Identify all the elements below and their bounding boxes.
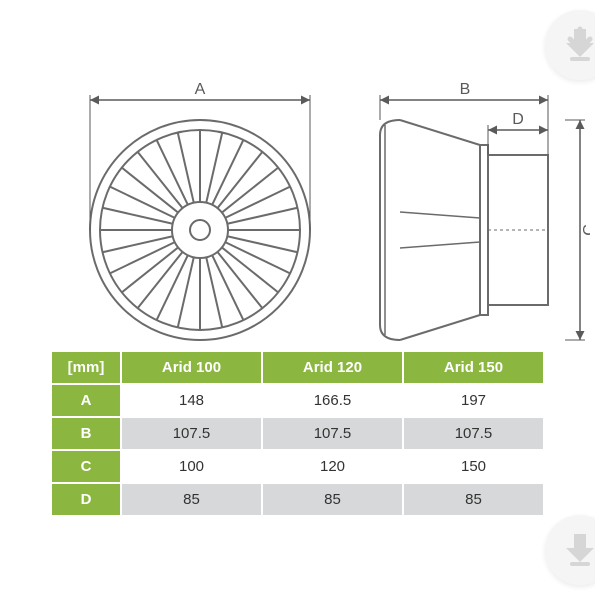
svg-text:D: D xyxy=(512,111,524,128)
svg-text:B: B xyxy=(460,81,471,98)
dimension-value: 85 xyxy=(121,483,262,516)
dimension-label: D xyxy=(51,483,121,516)
dimension-value: 85 xyxy=(403,483,544,516)
dimension-value: 197 xyxy=(403,384,544,417)
model-header: Arid 100 xyxy=(121,351,262,384)
dimensions-table: [mm]Arid 100Arid 120Arid 150 A148166.5197… xyxy=(50,350,545,517)
dimension-value: 166.5 xyxy=(262,384,403,417)
dimension-value: 150 xyxy=(403,450,544,483)
dimension-value: 107.5 xyxy=(262,417,403,450)
dimension-value: 107.5 xyxy=(403,417,544,450)
model-header: Arid 150 xyxy=(403,351,544,384)
dimension-value: 100 xyxy=(121,450,262,483)
dimension-value: 107.5 xyxy=(121,417,262,450)
dimension-label: B xyxy=(51,417,121,450)
dimension-label: A xyxy=(51,384,121,417)
download-icon xyxy=(545,515,595,585)
svg-text:C: C xyxy=(581,224,590,236)
model-header: Arid 120 xyxy=(262,351,403,384)
svg-text:A: A xyxy=(195,81,206,98)
dimension-value: 120 xyxy=(262,450,403,483)
technical-diagram: ABDC xyxy=(50,40,545,340)
dimension-value: 85 xyxy=(262,483,403,516)
unit-header: [mm] xyxy=(51,351,121,384)
dimension-label: C xyxy=(51,450,121,483)
dimension-value: 148 xyxy=(121,384,262,417)
